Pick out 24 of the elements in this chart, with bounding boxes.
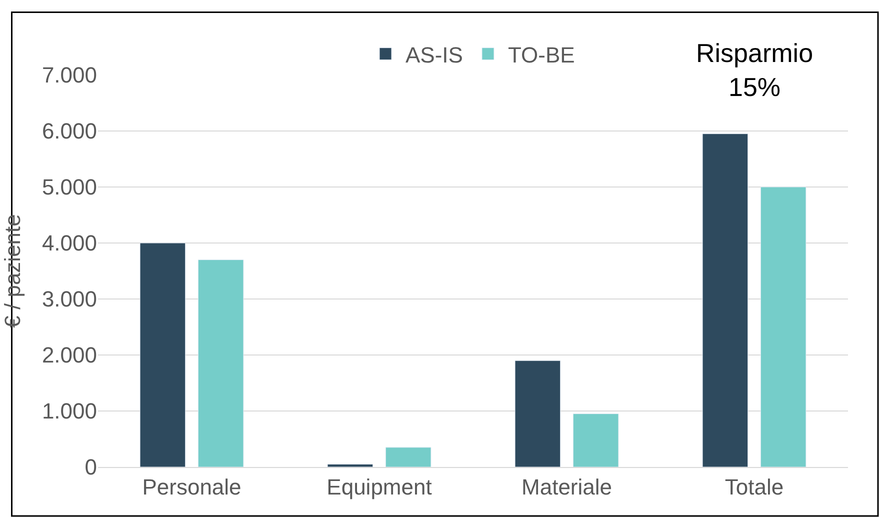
x-tick-label: Materiale — [522, 474, 612, 500]
y-tick-label: 5.000 — [42, 174, 97, 200]
y-tick-label: 2.000 — [42, 342, 97, 368]
legend-label: TO-BE — [508, 42, 575, 68]
x-tick-label: Equipment — [326, 474, 432, 500]
y-axis-title: € / paziente — [0, 214, 25, 328]
annotation: Risparmio 15% — [696, 38, 814, 102]
bar — [327, 464, 374, 467]
y-tick-label: 7.000 — [42, 62, 97, 88]
bar — [760, 186, 806, 467]
y-tick-label: 3.000 — [42, 286, 97, 312]
bar — [572, 414, 619, 467]
bar — [140, 242, 186, 467]
y-tick-label: 6.000 — [42, 118, 97, 144]
y-tick-label: 4.000 — [42, 230, 97, 256]
x-tick-label: Totale — [724, 474, 784, 500]
y-tick-label: 1.000 — [42, 398, 97, 424]
bar — [385, 447, 432, 467]
x-tick-label: Personale — [142, 474, 242, 500]
legend-label: AS-IS — [406, 42, 463, 68]
bar — [514, 360, 561, 467]
bar — [198, 260, 244, 467]
y-tick-label: 0 — [84, 454, 97, 480]
bar — [702, 134, 748, 467]
